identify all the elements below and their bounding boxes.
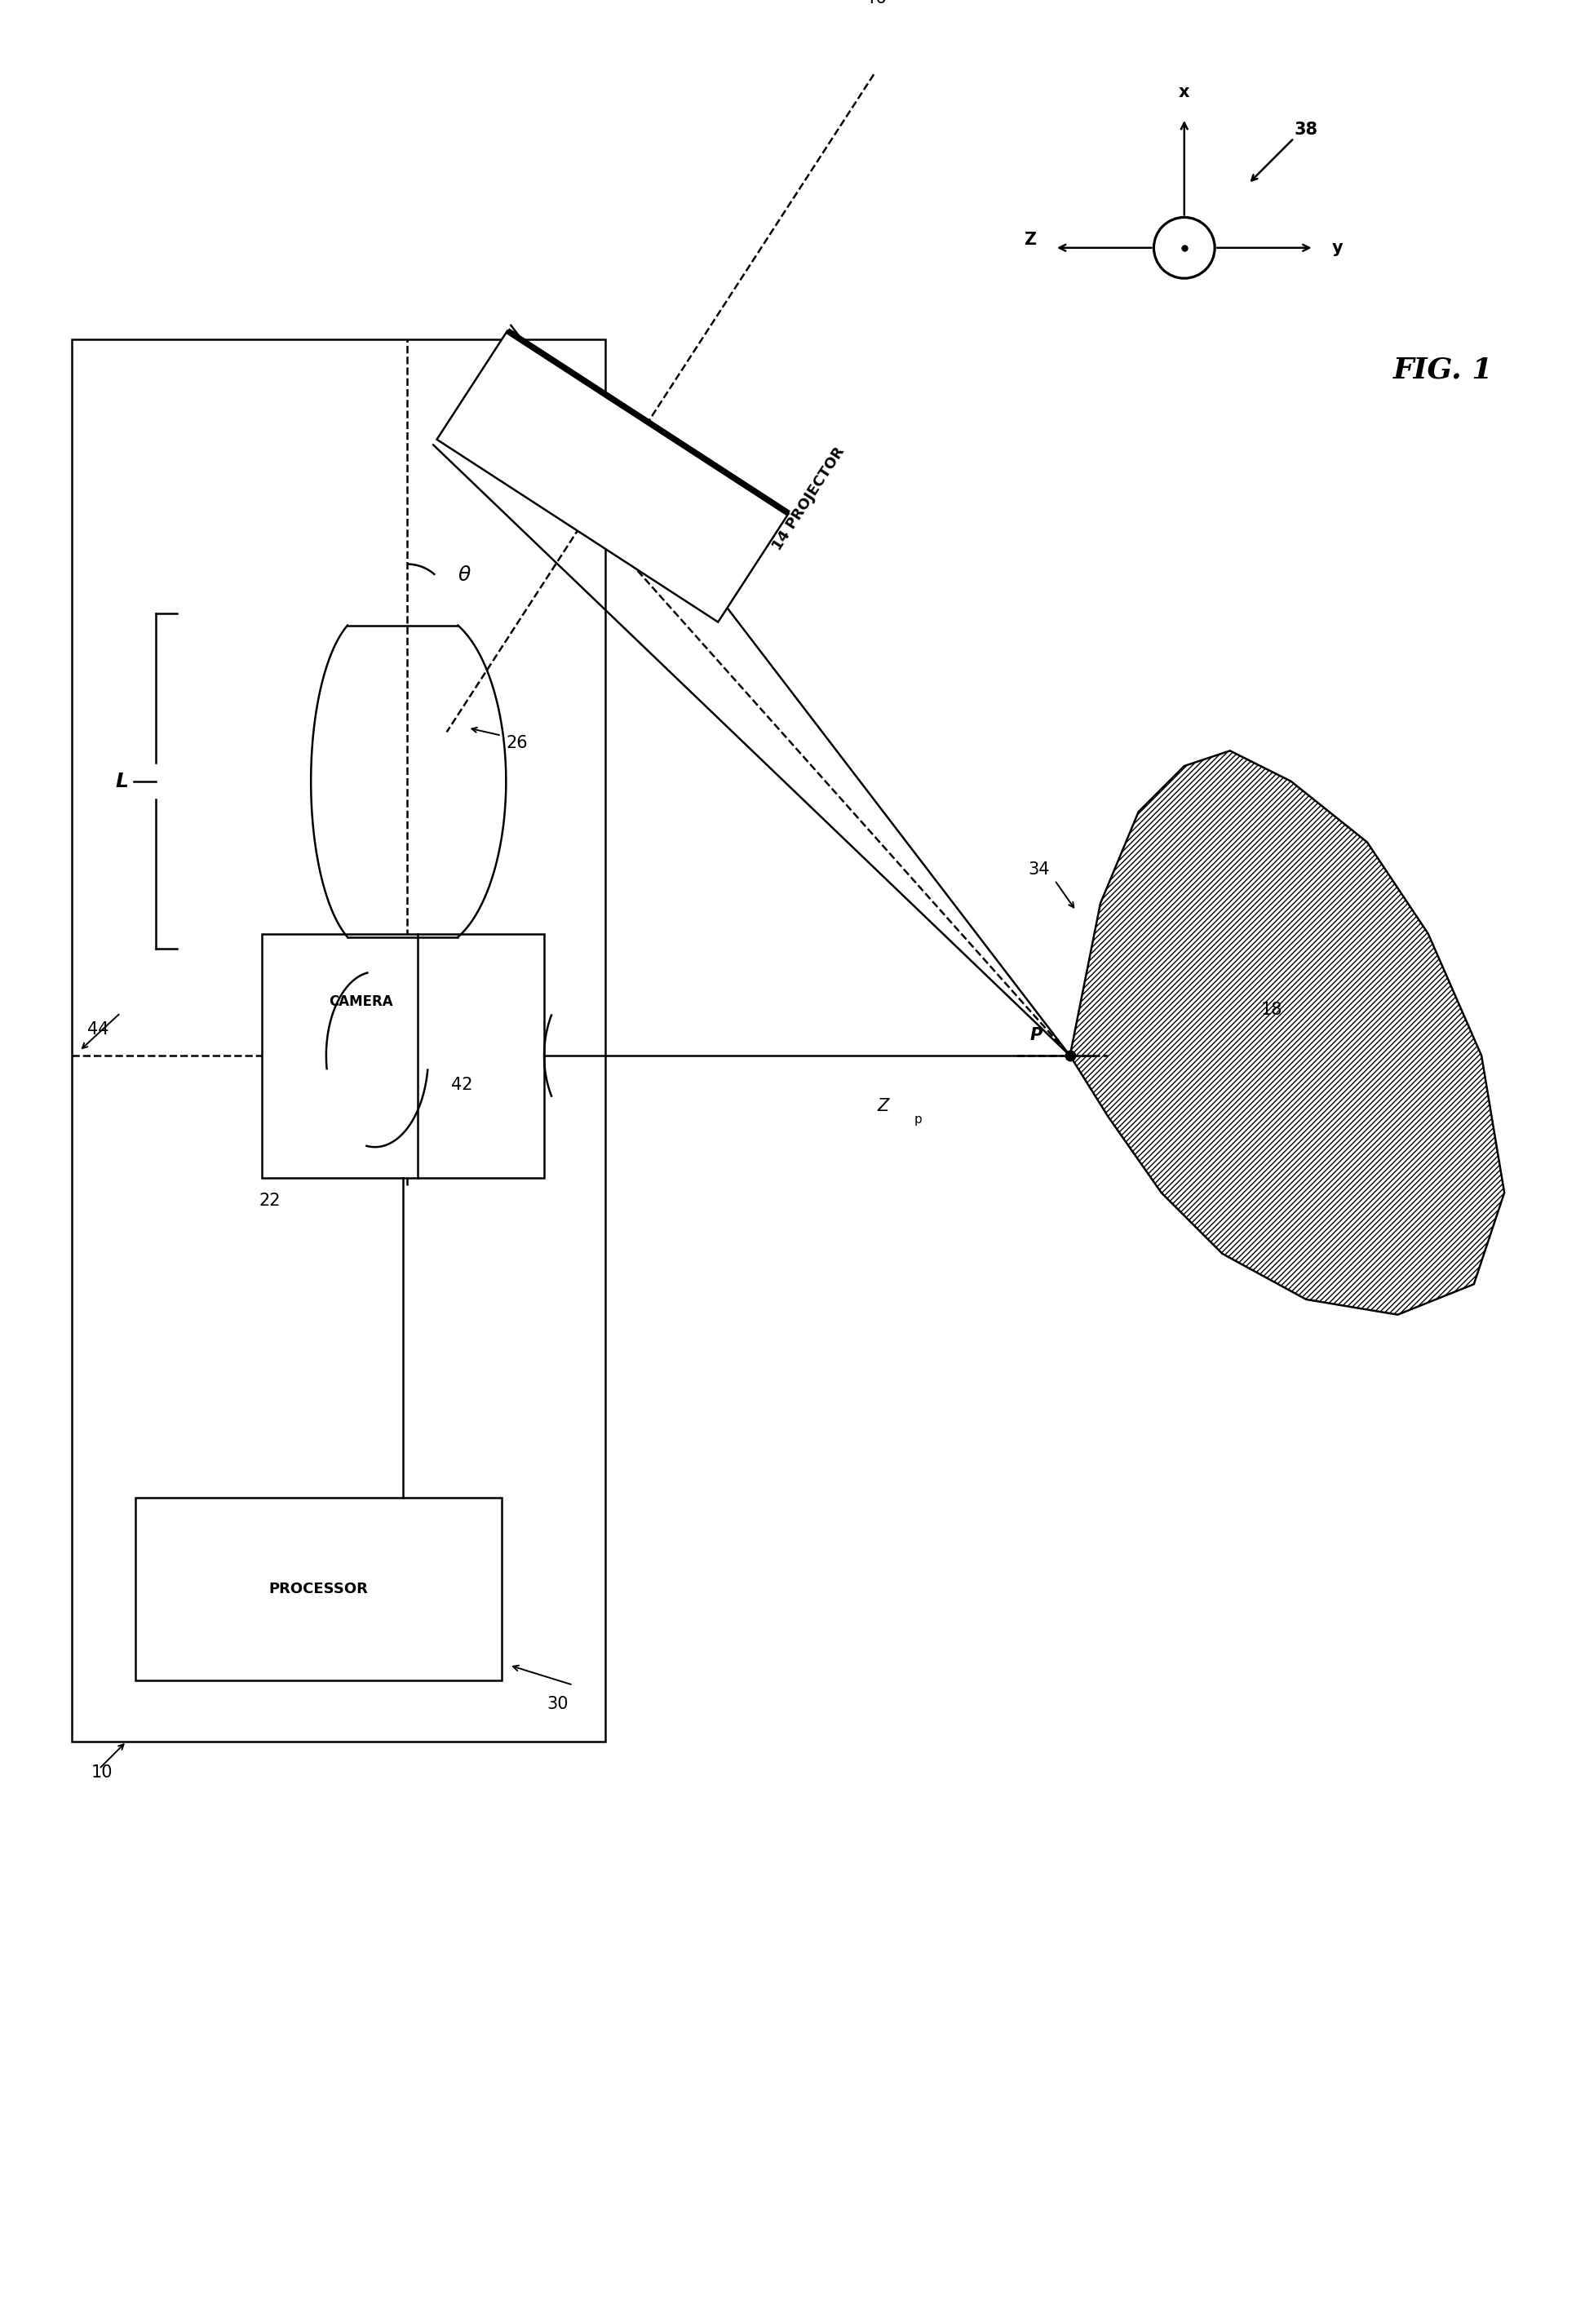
Polygon shape [437, 330, 788, 623]
Text: FIG. 1: FIG. 1 [1393, 356, 1494, 383]
Text: L: L [115, 772, 128, 790]
Text: 26: 26 [506, 734, 528, 751]
Text: 42: 42 [451, 1076, 473, 1092]
Text: 46: 46 [865, 0, 887, 7]
Text: 38: 38 [1294, 121, 1318, 137]
Text: $\theta$: $\theta$ [459, 565, 471, 586]
Bar [71, 339, 605, 1741]
Text: P: P [1031, 1027, 1043, 1043]
Bar [262, 934, 544, 1178]
Text: CAMERA: CAMERA [329, 995, 392, 1009]
Text: 44: 44 [87, 1020, 109, 1037]
Text: y: y [1332, 239, 1343, 256]
Text: x: x [1179, 84, 1190, 100]
Text: PROCESSOR: PROCESSOR [269, 1583, 369, 1597]
Bar [136, 1497, 501, 1680]
Polygon shape [1070, 751, 1505, 1315]
Text: 34: 34 [1029, 862, 1050, 878]
Text: Z: Z [878, 1099, 889, 1116]
Text: p: p [914, 1113, 922, 1125]
Text: 10: 10 [91, 1764, 113, 1780]
Text: 14 PROJECTOR: 14 PROJECTOR [771, 444, 848, 553]
Text: Z: Z [1024, 232, 1037, 249]
Text: 22: 22 [258, 1192, 281, 1208]
Text: 30: 30 [547, 1697, 569, 1713]
Text: 18: 18 [1261, 1002, 1281, 1018]
